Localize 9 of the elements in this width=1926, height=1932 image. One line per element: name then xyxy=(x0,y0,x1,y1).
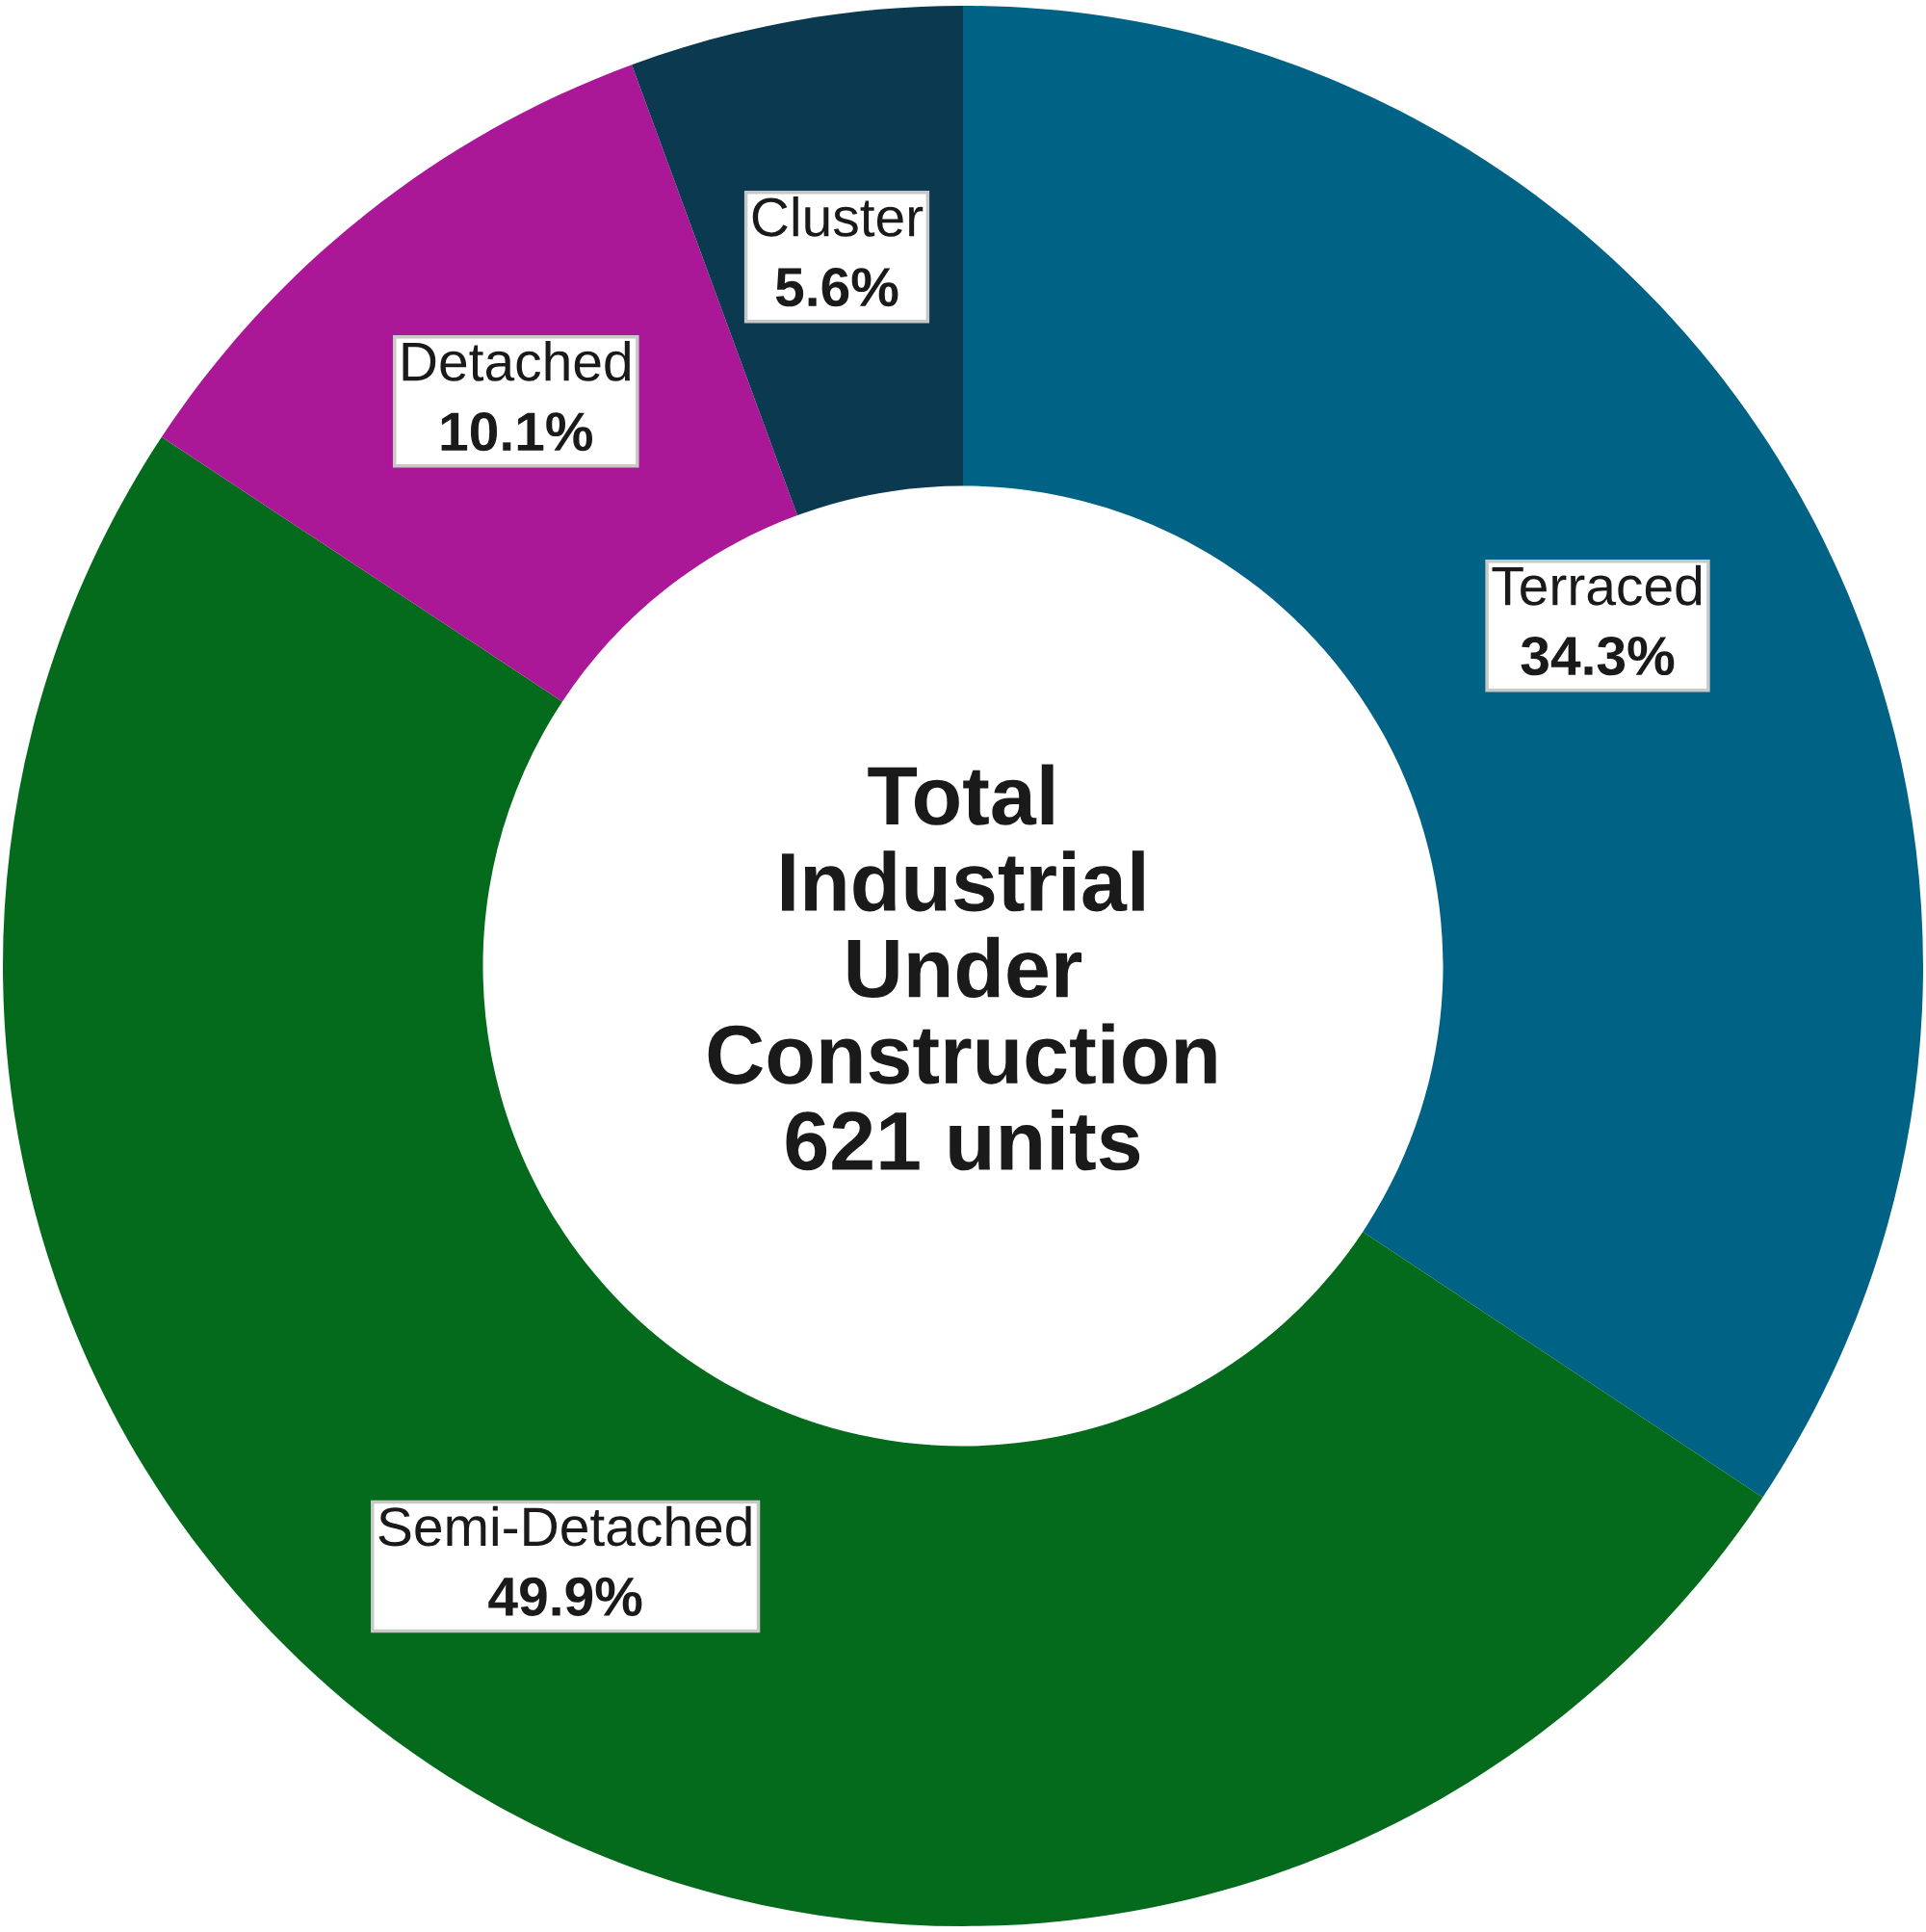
slice-label: Detached xyxy=(403,341,630,381)
data-label: 10.1% xyxy=(441,412,592,452)
data-label: 49.9% xyxy=(488,1577,642,1616)
text: Total Industrial Under Construction 621 units xyxy=(708,764,1216,1171)
data-label: 34.3% xyxy=(1521,636,1675,676)
slice-label: Cluster xyxy=(752,196,924,237)
slice-label: Semi-Detached xyxy=(378,1505,751,1547)
slice-label: Terraced xyxy=(1492,564,1702,606)
data-label: 5.6% xyxy=(775,268,898,307)
